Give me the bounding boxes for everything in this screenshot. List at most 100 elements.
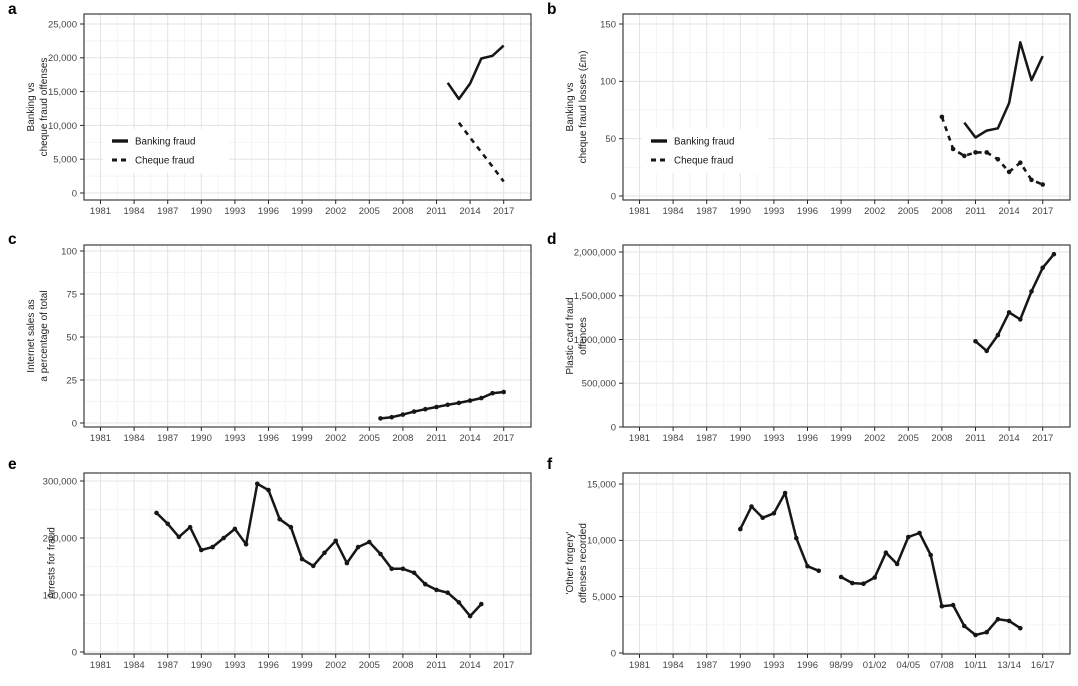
x-tick-label: 1993 — [224, 206, 245, 217]
data-point — [984, 348, 989, 354]
x-tick-label: 2008 — [392, 660, 413, 671]
legend-background — [642, 129, 768, 173]
series-line — [739, 491, 820, 572]
data-point — [995, 616, 1001, 622]
data-point — [254, 481, 260, 487]
data-point — [906, 534, 911, 540]
x-tick-label: 1984 — [663, 660, 684, 671]
data-point — [861, 581, 866, 586]
x-tick-label: 2002 — [325, 206, 346, 217]
y-tick-label: 5,000 — [53, 155, 77, 166]
data-point — [277, 516, 283, 522]
panel-border — [622, 244, 1071, 428]
y-tick-label: 15,000 — [587, 479, 616, 490]
panel-letter-c: c — [8, 231, 17, 248]
data-point — [984, 150, 989, 155]
series-line — [840, 531, 1021, 637]
panel-border — [83, 472, 532, 655]
x-tick-label: 1981 — [90, 433, 111, 444]
data-point — [389, 566, 395, 572]
panel-a: a Banking vs cheque fraud offenses Banki… — [0, 0, 539, 230]
data-point — [423, 406, 428, 412]
plot-e: 1981 1984 1987 1990 1993 1996 1999 2002 2005 2008… — [43, 472, 532, 671]
data-point — [154, 510, 159, 516]
legend-label: Cheque fraud — [674, 155, 733, 166]
x-tick-label: 1990 — [730, 433, 751, 444]
data-point — [378, 551, 383, 557]
y-tick-label: 2,000,000 — [574, 247, 616, 258]
plot-f: 1981 1984 1987 1990 1993 1996 98/99 01/02 04/05 0… — [587, 472, 1071, 671]
x-tick-label: 2014 — [460, 206, 481, 217]
y-axis-title-c: Internet sales as a percentage of total — [26, 290, 50, 382]
x-tick-label: 2002 — [864, 433, 885, 444]
x-tick-label: 1990 — [730, 660, 751, 671]
y-tick-label: 10,000 — [48, 121, 77, 132]
x-tick-label: 1999 — [831, 206, 852, 217]
x-tick-label: 07/08 — [930, 660, 954, 671]
x-tick-label: 1981 — [629, 206, 650, 217]
panel-d: d Plastic card fraud offences 1981 1984 19… — [539, 230, 1078, 455]
x-tick-label: 04/05 — [896, 660, 920, 671]
data-point — [1018, 625, 1023, 631]
x-tick-label: 2002 — [864, 206, 885, 217]
x-tick-label: 1987 — [696, 660, 717, 671]
x-tick-label: 1987 — [696, 206, 717, 217]
y-tick-label: 25 — [66, 375, 77, 386]
x-tick-label: 1996 — [258, 206, 279, 217]
data-point — [973, 632, 978, 638]
y-tick-label: 500,000 — [582, 379, 616, 390]
panel-f: f 'Other forgery' offenses recorded 1981… — [539, 455, 1078, 686]
x-tick-label: 2005 — [898, 206, 919, 217]
y-tick-label: 0 — [611, 422, 616, 433]
x-tick-label: 2011 — [965, 433, 985, 444]
data-point — [456, 400, 462, 406]
plot-d: 1981 1984 1987 1990 1993 1996 1999 2002 2005 2008… — [574, 244, 1071, 444]
y-tick-label: 0 — [72, 188, 77, 199]
x-tick-label: 1993 — [763, 660, 784, 671]
data-point — [738, 526, 743, 532]
data-point — [917, 530, 922, 536]
data-point — [816, 568, 821, 574]
x-tick-label: 1996 — [258, 433, 279, 444]
panel-border — [622, 472, 1071, 655]
x-tick-label: 1999 — [292, 660, 313, 671]
data-point — [962, 153, 967, 159]
data-point — [501, 389, 507, 395]
x-tick-label: 1999 — [292, 433, 313, 444]
y-tick-label: 100 — [61, 246, 77, 257]
x-tick-label: 1990 — [730, 206, 751, 217]
x-tick-label: 98/99 — [829, 660, 853, 671]
data-point — [378, 416, 383, 421]
data-point — [411, 570, 417, 576]
panel-letter-e: e — [8, 456, 17, 473]
x-tick-label: 1996 — [797, 206, 818, 217]
data-point — [299, 556, 305, 562]
x-tick-label: 1987 — [157, 433, 178, 444]
x-tick-label: 2011 — [426, 206, 446, 217]
data-point — [1006, 169, 1012, 175]
x-tick-label: 2011 — [426, 660, 446, 671]
data-point — [1006, 310, 1012, 315]
data-point — [1040, 265, 1045, 271]
x-tick-label: 1999 — [292, 206, 313, 217]
y-tick-label: 5,000 — [592, 592, 616, 603]
x-tick-label: 1990 — [191, 660, 212, 671]
x-tick-label: 2017 — [1032, 206, 1053, 217]
panel-b: b Banking vs cheque fraud losses (£m) Ba… — [539, 0, 1078, 230]
data-point — [1006, 618, 1012, 624]
x-tick-label: 01/02 — [863, 660, 887, 671]
x-tick-label: 2017 — [493, 433, 514, 444]
series-line — [446, 44, 505, 101]
data-point — [187, 524, 193, 530]
x-tick-label: 1981 — [90, 206, 111, 217]
y-tick-label: 0 — [72, 647, 77, 658]
data-point — [760, 515, 765, 521]
data-point — [1051, 251, 1057, 257]
x-tick-label: 1990 — [191, 206, 212, 217]
data-point — [266, 487, 271, 493]
y-tick-label: 10,000 — [587, 536, 616, 547]
data-point — [995, 332, 1001, 338]
x-tick-label: 1993 — [224, 660, 245, 671]
plot-a: Banking fraud Cheque fraud 1981 1984 1987 199… — [48, 13, 532, 217]
y-tick-label: 0 — [611, 191, 616, 202]
